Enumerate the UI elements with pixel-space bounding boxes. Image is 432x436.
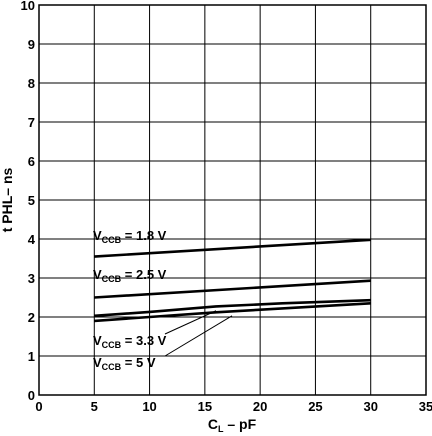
series-label: VCCB = 2.5 V <box>93 267 167 284</box>
x-tick-label: 10 <box>142 399 156 414</box>
series-line <box>94 279 371 299</box>
x-axis-label-rest: – pF <box>223 416 256 432</box>
y-tick-label: 6 <box>28 154 35 169</box>
x-axis-label-sub: L <box>218 424 224 434</box>
x-tick-label: 20 <box>253 399 267 414</box>
series-label: VCCB = 3.3 V <box>93 333 167 350</box>
grid <box>39 5 426 395</box>
y-tick-label: 8 <box>28 76 35 91</box>
x-tick-label: 0 <box>35 399 42 414</box>
y-tick-label: 9 <box>28 37 35 52</box>
x-tick-label: 5 <box>91 399 98 414</box>
x-tick-label: 15 <box>198 399 212 414</box>
leader-line <box>164 315 233 357</box>
y-tick-label: 10 <box>21 0 35 13</box>
x-tick-label: 25 <box>308 399 322 414</box>
plot-area-frame <box>38 4 427 396</box>
y-tick-label: 2 <box>28 310 35 325</box>
y-tick-label: 4 <box>28 232 36 247</box>
leader-line <box>164 310 217 335</box>
x-axis-label-main: C <box>208 416 218 432</box>
series-label: VCCB = 1.8 V <box>93 228 167 245</box>
y-tick-label: 0 <box>28 388 35 403</box>
series-line <box>94 302 371 323</box>
series-label: VCCB = 5 V <box>93 355 156 372</box>
series-lines <box>94 238 371 323</box>
x-axis-label: CL – pF <box>208 416 257 434</box>
x-tick-label: 30 <box>363 399 377 414</box>
x-tick-label: 35 <box>419 399 432 414</box>
tick-labels: 0 5 10 15 20 25 30 35 0 1 2 3 4 5 6 7 8 9 10 <box>21 0 432 414</box>
y-tick-label: 7 <box>28 115 35 130</box>
series-line <box>94 238 371 258</box>
series-labels: VCCB = 1.8 V VCCB = 2.5 V VCCB = 3.3 V VCCB… <box>93 228 233 372</box>
y-tick-label: 3 <box>28 271 35 286</box>
series-line <box>94 298 371 318</box>
y-tick-label: 5 <box>28 193 35 208</box>
y-axis-label: t PHL– ns <box>0 168 15 233</box>
y-tick-label: 1 <box>28 349 35 364</box>
